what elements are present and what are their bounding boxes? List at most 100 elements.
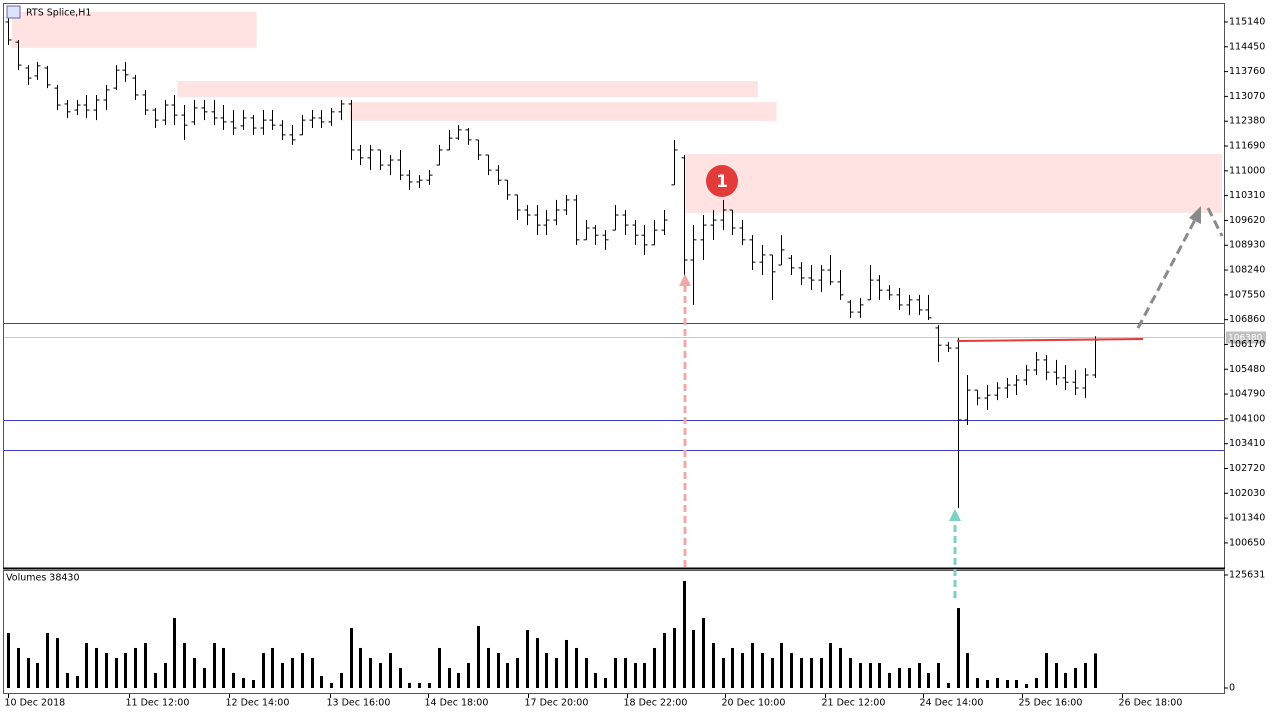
volume-bar bbox=[614, 657, 617, 688]
volume-bar bbox=[604, 678, 607, 688]
annotation-badge bbox=[706, 165, 738, 197]
volume-bar bbox=[771, 657, 774, 688]
volume-bar bbox=[262, 653, 265, 688]
volume-bar bbox=[1094, 653, 1097, 688]
volume-bar bbox=[1064, 672, 1067, 688]
volume-tick-label: 0 bbox=[1229, 683, 1235, 694]
volume-tick-label: 125631 bbox=[1229, 570, 1265, 581]
volume-bar bbox=[457, 672, 460, 688]
volume-bar bbox=[56, 637, 59, 688]
volume-title: Volumes 38430 bbox=[6, 573, 80, 584]
y-tick-label: 104790 bbox=[1229, 389, 1265, 400]
marks bbox=[5, 18, 1099, 688]
pink-arrowhead bbox=[679, 274, 691, 286]
volume-bar bbox=[526, 629, 529, 688]
x-tick-label: 26 Dec 18:00 bbox=[1119, 698, 1183, 709]
volume-bar bbox=[927, 672, 930, 688]
y-tick-label: 110310 bbox=[1229, 190, 1265, 201]
volume-bar bbox=[634, 662, 637, 688]
last-price-box bbox=[1226, 331, 1266, 344]
volume-bar bbox=[17, 647, 20, 688]
volume-bar bbox=[183, 643, 186, 688]
y-tick-label: 111690 bbox=[1229, 141, 1265, 152]
volume-bar bbox=[545, 653, 548, 688]
volume-bar bbox=[330, 682, 333, 688]
volume-bar bbox=[575, 647, 578, 688]
x-tick-label: 12 Dec 14:00 bbox=[226, 698, 290, 709]
y-tick-label: 102030 bbox=[1229, 488, 1265, 499]
y-tick-label: 111000 bbox=[1229, 165, 1265, 176]
x-tick-label: 13 Dec 16:00 bbox=[327, 698, 391, 709]
volume-bar bbox=[222, 647, 225, 688]
volume-bar bbox=[66, 672, 69, 688]
y-tick-label: 106860 bbox=[1229, 314, 1265, 325]
resistance-line bbox=[956, 338, 1144, 342]
volume-bar bbox=[193, 657, 196, 688]
volume-bar bbox=[134, 647, 137, 688]
zone bbox=[349, 102, 777, 121]
volume-bar bbox=[780, 643, 783, 688]
teal-arrowhead bbox=[949, 509, 961, 521]
x-tick-label: 17 Dec 20:00 bbox=[525, 698, 589, 709]
volume-bar bbox=[624, 657, 627, 688]
volume-bar bbox=[477, 626, 480, 688]
volume-bar bbox=[800, 657, 803, 688]
volume-bar bbox=[986, 679, 989, 688]
volume-bar bbox=[232, 672, 235, 688]
y-tick-label: 105480 bbox=[1229, 364, 1265, 375]
volume-bar bbox=[95, 647, 98, 688]
volume-bar bbox=[702, 618, 705, 688]
volume-bar bbox=[1045, 653, 1048, 688]
volume-bar bbox=[428, 682, 431, 688]
gray-arrow-up bbox=[1136, 217, 1198, 329]
y-tick-label: 101340 bbox=[1229, 513, 1265, 524]
x-tick-label: 18 Dec 22:00 bbox=[624, 698, 688, 709]
volume-bar bbox=[869, 662, 872, 688]
volume-bar bbox=[291, 657, 294, 688]
volume-bar bbox=[683, 580, 686, 688]
volume-bar bbox=[976, 678, 979, 688]
volume-pane-frame bbox=[3, 570, 1225, 694]
volume-bar bbox=[311, 657, 314, 688]
y-tick-label: 107550 bbox=[1229, 289, 1265, 300]
chart-title: RTS Splice,H1 bbox=[26, 8, 91, 19]
volume-bar bbox=[731, 647, 734, 688]
volume-bar bbox=[448, 668, 451, 688]
volume-bar bbox=[1084, 662, 1087, 688]
volume-bar bbox=[555, 657, 558, 688]
volume-bar bbox=[663, 632, 666, 688]
volume-bar bbox=[418, 682, 421, 688]
volume-bar bbox=[849, 657, 852, 688]
gray-arrow-down bbox=[1206, 207, 1224, 237]
volume-bar bbox=[242, 678, 245, 688]
volume-bar bbox=[966, 653, 969, 688]
y-tick-label: 112380 bbox=[1229, 116, 1265, 127]
volume-bar bbox=[565, 639, 568, 688]
volume-bar bbox=[467, 662, 470, 688]
volume-bar bbox=[888, 672, 891, 688]
volume-bar bbox=[1006, 679, 1009, 688]
volume-bar bbox=[996, 678, 999, 688]
annotation-text: 1 bbox=[716, 172, 728, 192]
volume-bar bbox=[653, 647, 656, 688]
volume-bar bbox=[399, 668, 402, 688]
volume-bar bbox=[918, 662, 921, 688]
volume-bar bbox=[173, 618, 176, 688]
y-tick-label: 108930 bbox=[1229, 240, 1265, 251]
volume-bar bbox=[213, 643, 216, 688]
volume-bar bbox=[878, 662, 881, 688]
volume-bar bbox=[594, 672, 597, 688]
zone bbox=[11, 11, 257, 48]
volume-bar bbox=[105, 653, 108, 688]
volume-bar bbox=[839, 647, 842, 688]
x-tick-label: 11 Dec 12:00 bbox=[126, 698, 190, 709]
volume-bar bbox=[7, 632, 10, 688]
volume-bar bbox=[506, 662, 509, 688]
volume-bar bbox=[761, 653, 764, 688]
y-tick-label: 103410 bbox=[1229, 438, 1265, 449]
volume-bar bbox=[1074, 668, 1077, 688]
volume-bar bbox=[516, 657, 519, 688]
volume-bar bbox=[790, 653, 793, 688]
volume-bar bbox=[829, 643, 832, 688]
